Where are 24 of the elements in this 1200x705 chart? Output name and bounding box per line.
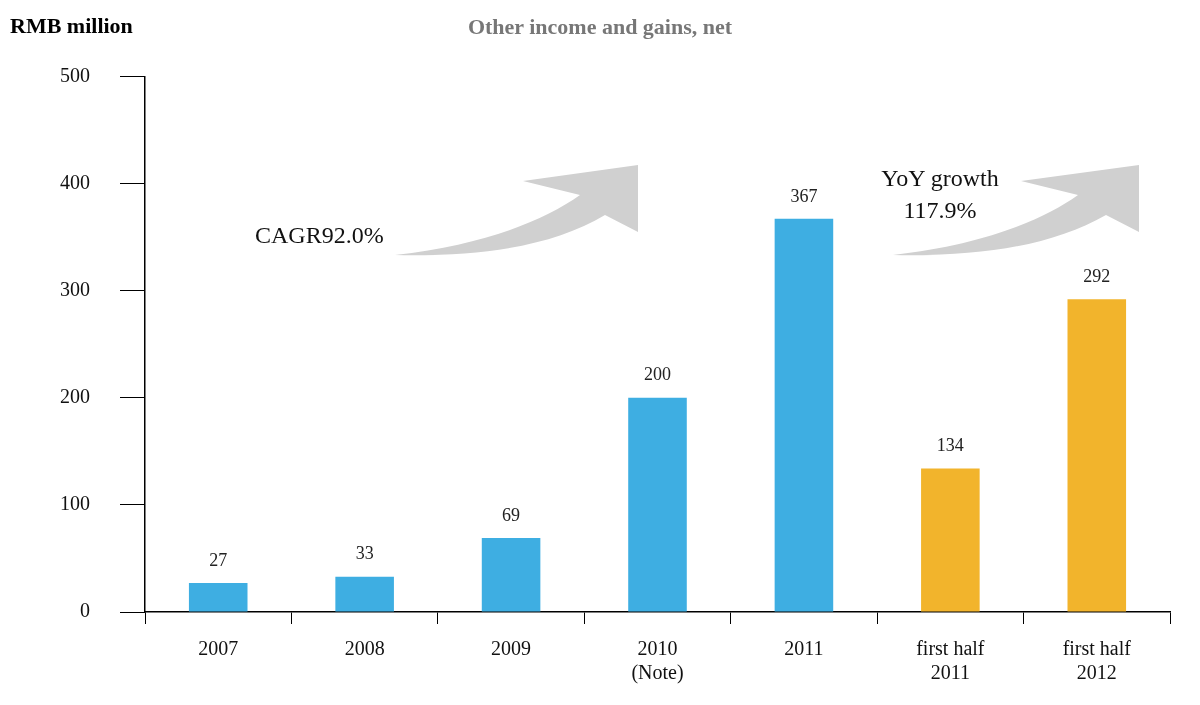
y-tick-label: 100 [60, 492, 90, 515]
data-label: 367 [790, 185, 818, 206]
data-label: 33 [355, 543, 374, 564]
y-axis-title: RMB million [10, 12, 133, 38]
y-tick-label: 500 [60, 63, 90, 86]
y-tick-label: 300 [60, 277, 90, 300]
x-tick-label: 2008 [344, 637, 385, 660]
x-tick-label: 2009 [491, 637, 532, 660]
annotation: YoY growth 117.9% [881, 165, 999, 224]
y-tick-label: 0 [80, 599, 90, 622]
x-tick-label: first half 2011 [916, 637, 985, 684]
data-label: 292 [1083, 265, 1111, 286]
x-tick-label: 2010 (Note) [631, 637, 684, 685]
y-tick-label: 400 [60, 170, 90, 193]
x-tick-label: 2011 [784, 637, 824, 660]
data-label: 27 [209, 549, 228, 570]
annotation: CAGR92.0% [255, 222, 384, 249]
data-label: 69 [502, 504, 521, 525]
data-label: 134 [936, 435, 964, 456]
chart-title: Other income and gains, net [467, 13, 733, 39]
x-tick-label: 2007 [198, 637, 239, 660]
data-label: 200 [644, 364, 671, 385]
x-tick-label: first half 2012 [1062, 637, 1132, 684]
y-tick-label: 200 [60, 385, 90, 408]
